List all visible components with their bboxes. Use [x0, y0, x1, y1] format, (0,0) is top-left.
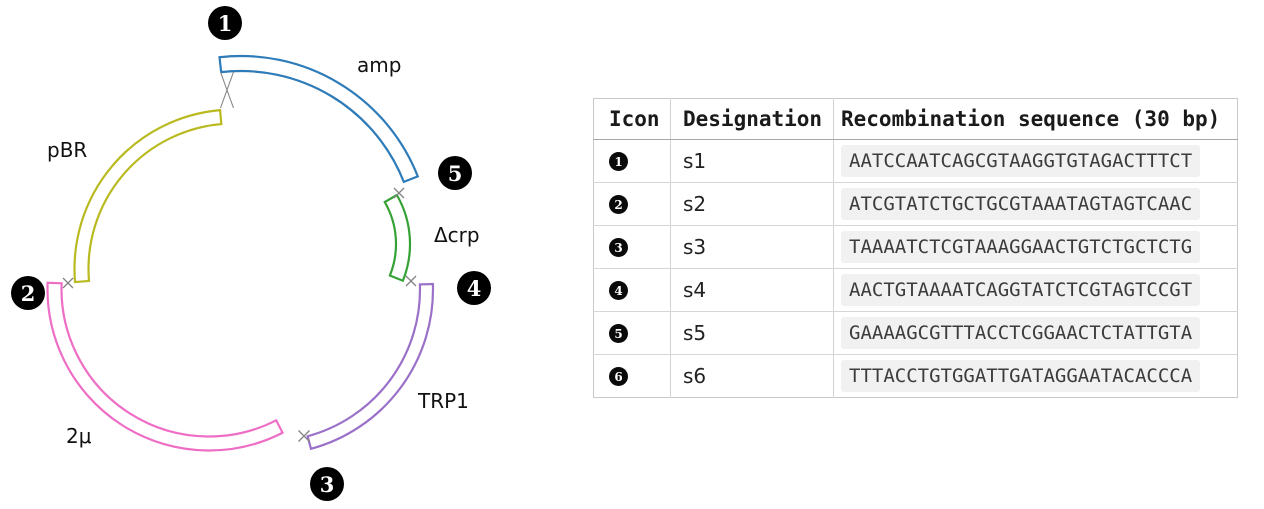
row-designation: s3: [670, 225, 834, 269]
segment-label-pbr: pBR: [47, 138, 88, 162]
row-designation: s4: [670, 268, 834, 312]
plasmid-segment-amp: [218, 54, 420, 184]
segment-label-crp: Δcrp: [434, 223, 480, 247]
junction-x-mark: [405, 275, 417, 287]
row-sequence: TTTACCTGTGGATTGATAGGAATACACCCA: [841, 360, 1201, 392]
row-sequence: AATCCAATCAGCGTAAGGTGTAGACTTTCT: [841, 145, 1201, 177]
row-icon: 4: [609, 281, 628, 301]
junction-x-mark: [219, 71, 235, 109]
header-icon: Icon: [593, 98, 671, 140]
row-icon: 3: [609, 238, 628, 258]
plasmid-segment-pbr: [73, 108, 223, 284]
plasmid-map: amp Δcrp TRP1 2μ pBR 1 2 3 4 5: [0, 0, 560, 509]
table-row: 5 s5 GAAAAGCGTTTACCTCGGAACTCTATTGTA: [593, 311, 1238, 355]
row-sequence: TAAAATCTCGTAAAGGAACTGTCTGCTCTG: [841, 231, 1201, 263]
row-designation: s6: [670, 354, 834, 398]
junction-marker-4: 4: [457, 271, 491, 305]
row-sequence: GAAAAGCGTTTACCTCGGAACTCTATTGTA: [841, 317, 1201, 349]
row-designation: s5: [670, 311, 834, 355]
row-icon: 1: [609, 152, 628, 172]
table-row: 1 s1 AATCCAATCAGCGTAAGGTGTAGACTTTCT: [593, 139, 1238, 183]
table-row: 4 s4 AACTGTAAAATCAGGTATCTCGTAGTCCGT: [593, 268, 1238, 312]
plasmid-segment-crp: [383, 193, 412, 283]
segment-label-amp: amp: [357, 53, 402, 77]
junction-marker-5: 5: [438, 156, 472, 190]
row-sequence: ATCGTATCTGCTGCGTAAATAGTAGTCAAC: [841, 188, 1201, 220]
plasmid-segment-trp1: [306, 282, 435, 451]
plasmid-segment-2mu: [46, 281, 285, 452]
plasmid-arcs: [46, 54, 435, 452]
segment-label-trp1: TRP1: [418, 389, 469, 413]
table-row: 3 s3 TAAAATCTCGTAAAGGAACTGTCTGCTCTG: [593, 225, 1238, 269]
row-icon: 2: [609, 195, 628, 215]
recombination-table: Icon Designation Recombination sequence …: [593, 98, 1238, 398]
junction-x-mark: [62, 277, 74, 289]
row-icon: 6: [609, 367, 628, 387]
row-designation: s2: [670, 182, 834, 226]
table-header-row: Icon Designation Recombination sequence …: [593, 98, 1238, 140]
header-designation: Designation: [670, 98, 834, 140]
row-icon: 5: [609, 324, 628, 344]
row-sequence: AACTGTAAAATCAGGTATCTCGTAGTCCGT: [841, 274, 1201, 306]
table-body: 1 s1 AATCCAATCAGCGTAAGGTGTAGACTTTCT 2 s2 ATCG…: [593, 139, 1238, 398]
header-recombination-sequence: Recombination sequence (30 bp): [833, 98, 1238, 140]
row-designation: s1: [670, 139, 834, 183]
junction-marker-1: 1: [208, 6, 242, 40]
junction-marker-3: 3: [310, 467, 344, 501]
table-row: 2 s2 ATCGTATCTGCTGCGTAAATAGTAGTCAAC: [593, 182, 1238, 226]
table-row: 6 s6 TTTACCTGTGGATTGATAGGAATACACCCA: [594, 354, 1238, 398]
junction-x-mark: [298, 430, 310, 442]
segment-label-2mu: 2μ: [66, 424, 92, 448]
junction-x-mark: [393, 187, 405, 199]
junction-marker-2: 2: [11, 276, 45, 310]
